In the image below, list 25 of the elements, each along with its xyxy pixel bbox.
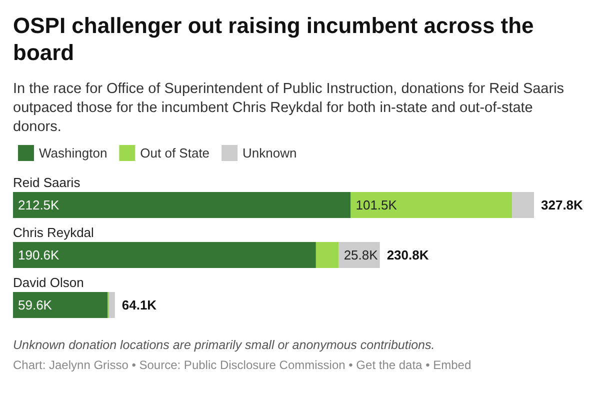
y-tick-label: Reid Saaris <box>13 175 81 190</box>
total-label: 64.1K <box>122 298 158 312</box>
chart-subtitle: In the race for Office of Superintendent of Public Instruction, donations for Reid Saaris outpaced those for the incumbent Chris Reykdal for both in-state and out-of-state donors. <box>13 80 566 137</box>
data-label: 101.5K <box>356 198 398 212</box>
bar <box>13 192 351 218</box>
legend-label: Washington <box>39 146 108 160</box>
text: Chart: Jaelynn Grisso • Source: Public Disclosure Commission • Get the data • Embed <box>13 358 472 372</box>
bar <box>316 242 339 268</box>
y-tick-label: David Olson <box>13 275 84 290</box>
data-label: 212.5K <box>18 198 60 212</box>
bar <box>13 292 108 318</box>
text: Unknown donation locations are primarily small or anonymous contributions. <box>13 338 436 352</box>
data-label: 59.6K <box>18 298 52 312</box>
chart-title: OSPI challenger out raising incumbent across the board <box>13 12 535 66</box>
legend-label: Out of State <box>140 146 210 160</box>
bar <box>512 192 534 218</box>
data-label: 25.8K <box>344 248 378 262</box>
bar <box>350 192 512 218</box>
legend-label: Unknown <box>242 146 297 160</box>
data-label: 190.6K <box>18 248 60 262</box>
y-tick-label: Chris Reykdal <box>13 225 94 240</box>
total-label: 327.8K <box>541 198 584 212</box>
bar <box>109 292 115 318</box>
bar <box>13 242 316 268</box>
total-label: 230.8K <box>386 248 430 262</box>
